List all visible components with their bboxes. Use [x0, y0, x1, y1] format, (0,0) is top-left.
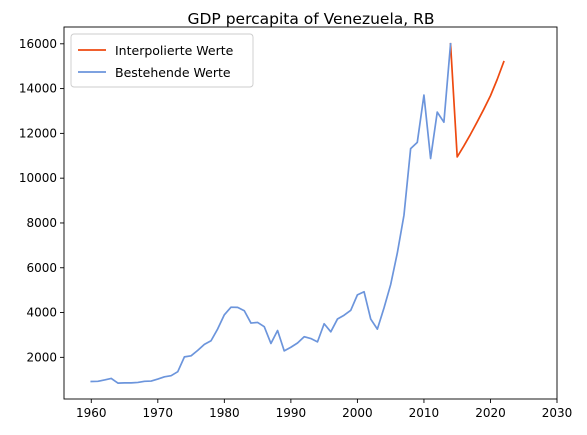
x-tick-label: 1980 — [209, 406, 240, 420]
y-tick-label: 4000 — [26, 306, 57, 320]
y-tick-label: 6000 — [26, 261, 57, 275]
x-tick-label: 2000 — [342, 406, 373, 420]
y-tick-label: 14000 — [19, 82, 57, 96]
legend-label-existing: Bestehende Werte — [115, 65, 231, 80]
chart-title: GDP percapita of Venezuela, RB — [187, 10, 434, 28]
plot-area — [64, 27, 557, 399]
series-layer — [90, 42, 505, 384]
y-tick-label: 2000 — [26, 350, 57, 364]
y-tick-label: 12000 — [19, 126, 57, 140]
x-tick-label: 1960 — [76, 406, 107, 420]
axes-layer: 1960 1970 1980 1990 2000 2010 2020 2030 2000 4000… — [19, 37, 572, 420]
legend-label-interpolated: Interpolierte Werte — [115, 43, 234, 58]
x-tick-label: 2020 — [475, 406, 506, 420]
plot-frame — [63, 26, 558, 400]
legend-box — [70, 33, 254, 88]
x-tick-label: 2010 — [409, 406, 440, 420]
legend: Interpolierte Werte Bestehende Werte — [70, 33, 254, 88]
y-tick-label: 16000 — [19, 37, 57, 51]
series-line-interpolated — [449, 42, 505, 158]
y-tick-label: 8000 — [26, 216, 57, 230]
y-tick-label: 10000 — [19, 171, 57, 185]
series-line-existing — [90, 42, 452, 384]
x-tick-label: 1990 — [276, 406, 307, 420]
x-tick-label: 2030 — [542, 406, 573, 420]
x-tick-label: 1970 — [143, 406, 174, 420]
